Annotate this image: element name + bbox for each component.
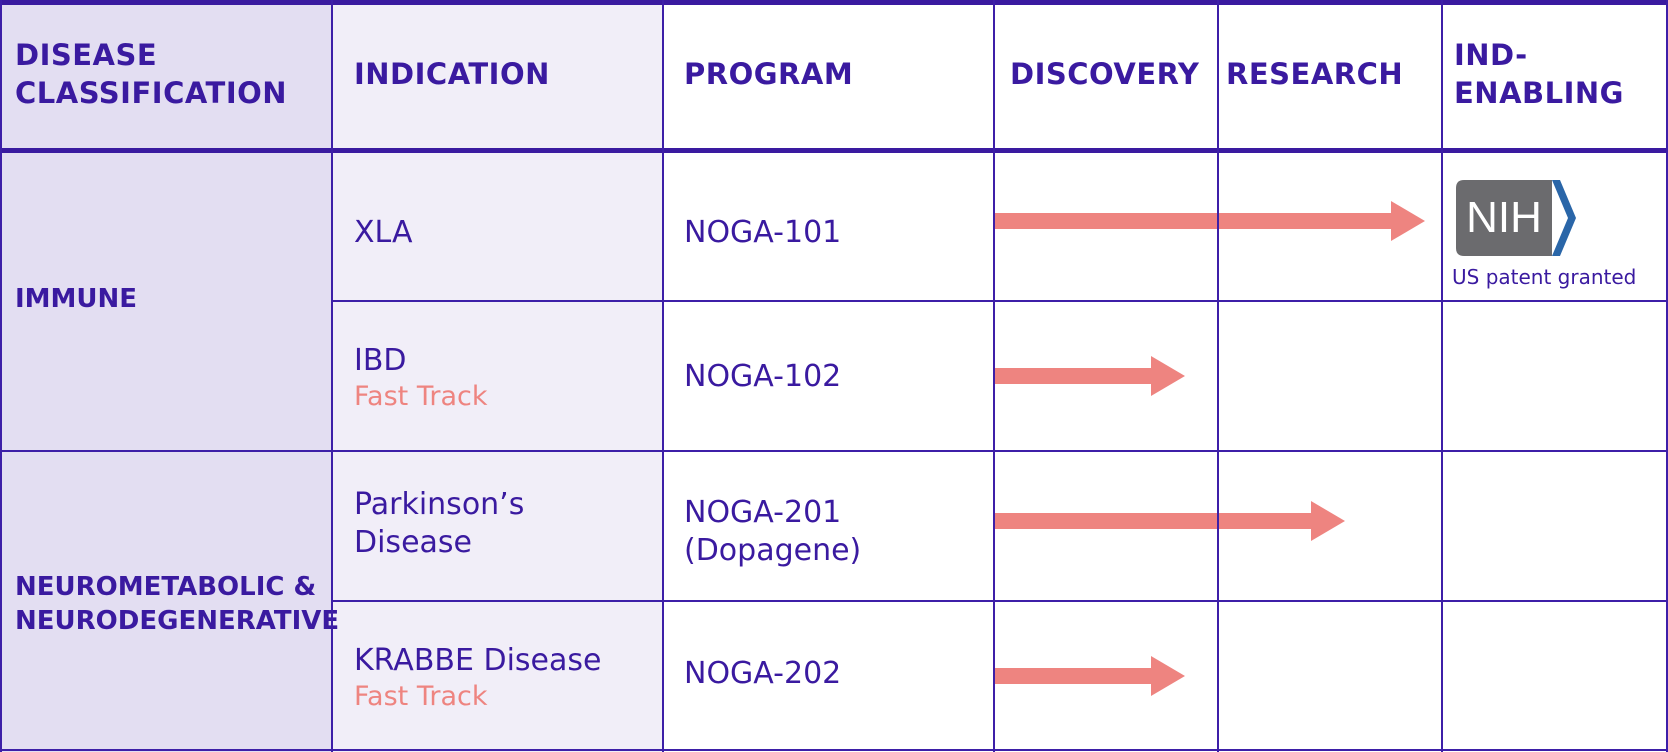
program-noga-201: NOGA-201 (Dopagene) [684,494,861,570]
header-discovery: DISCOVERY [1010,57,1200,91]
program-noga-101: NOGA-101 [684,215,842,250]
program-noga-102: NOGA-102 [684,359,842,394]
header-ind-enabling: IND- ENABLING [1454,36,1624,112]
table-top-border [0,0,1668,5]
column-divider-2 [662,0,664,752]
indication-xla: XLA [354,215,413,250]
column-divider-4 [1217,0,1219,752]
header-disease-classification: DISEASE CLASSIFICATION [15,36,287,112]
progress-arrow-noga-201 [994,501,1345,541]
indication-parkinsons-line1: Parkinson’s [354,487,525,522]
indication-ibd: IBD [354,343,407,378]
nih-logo-text: NIH [1466,193,1542,242]
fast-track-label-krabbe: Fast Track [354,681,488,712]
indication-krabbe: KRABBE Disease [354,643,602,678]
header-ind-enabling-line2: ENABLING [1454,76,1624,110]
indication-parkinsons-line2: Disease [354,525,472,560]
fast-track-label-ibd: Fast Track [354,381,488,412]
category-neuro-line2: NEURODEGENERATIVE [15,606,340,636]
column-divider-3 [993,0,995,752]
header-bottom-border [0,148,1668,153]
header-disease-classification-line2: CLASSIFICATION [15,76,288,110]
program-noga-202: NOGA-202 [684,656,842,691]
column-divider-right [1666,0,1668,752]
progress-arrow-noga-102 [994,356,1185,396]
row-divider-3 [332,600,1668,602]
header-research: RESEARCH [1226,57,1404,91]
header-disease-classification-line1: DISEASE [15,38,158,72]
header-program: PROGRAM [684,57,854,91]
header-ind-enabling-line1: IND- [1454,38,1528,72]
program-noga-201-line1: NOGA-201 [684,495,842,530]
column-divider-left [0,0,2,752]
category-immune: IMMUNE [15,284,138,314]
progress-arrow-noga-101 [994,201,1425,241]
indication-parkinsons: Parkinson’s Disease [354,486,524,562]
category-neuro-line1: NEUROMETABOLIC & [15,572,317,602]
progress-arrow-noga-202 [994,656,1185,696]
table-bottom-border [0,749,1668,751]
indication-column-bg [332,0,663,752]
classification-column-bg [0,0,332,752]
program-noga-201-line2: (Dopagene) [684,533,862,568]
row-divider-1 [332,300,1668,302]
header-indication: INDICATION [354,57,550,91]
patent-caption: US patent granted [1452,265,1637,289]
category-neuro: NEUROMETABOLIC & NEURODEGENERATIVE [15,570,339,638]
row-divider-2 [0,450,1668,452]
column-divider-1 [331,0,333,752]
column-divider-5 [1441,0,1443,752]
nih-logo: NIH [1456,180,1576,256]
